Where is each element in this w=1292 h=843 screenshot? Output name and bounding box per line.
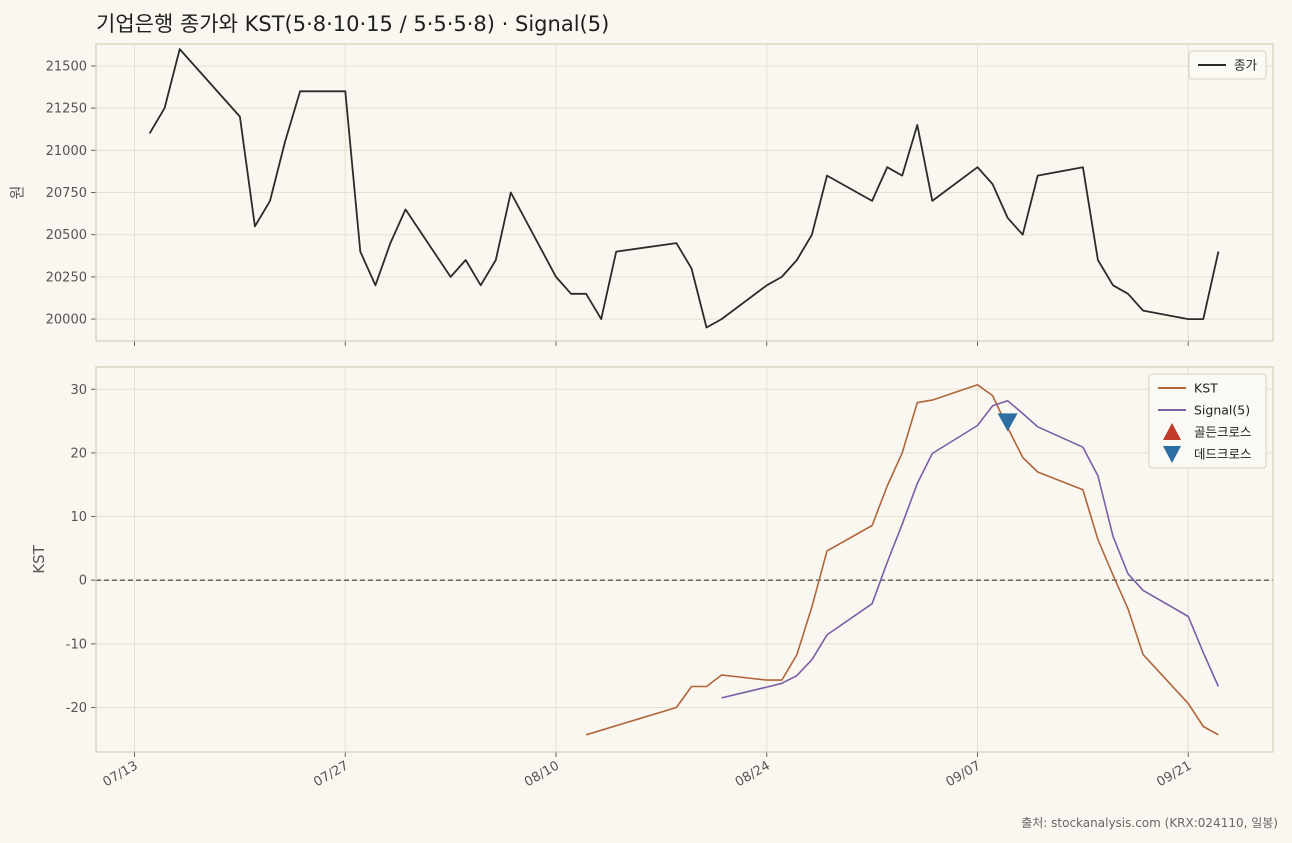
y-axis-label: 원 (8, 186, 26, 200)
legend-marker (1163, 423, 1181, 440)
y-axis-label: KST (30, 544, 48, 573)
y-tick-label: 20750 (46, 186, 87, 201)
legend-marker (1163, 446, 1181, 463)
x-tick-label: 08/10 (522, 758, 562, 790)
legend: 종가 (1188, 50, 1267, 80)
legend-label: 데드크로스 (1194, 447, 1252, 462)
y-tick-label: 20000 (46, 313, 87, 328)
chart-title: 기업은행 종가와 KST(5·8·10·15 / 5·5·5·8) · Sign… (96, 12, 610, 36)
y-tick-label: -10 (66, 637, 87, 652)
y-tick-label: 21500 (46, 59, 87, 74)
y-tick-label: 20 (70, 446, 87, 461)
y-tick-label: 21250 (46, 102, 87, 117)
y-tick-label: 10 (70, 510, 87, 525)
legend-label: KST (1194, 381, 1218, 396)
x-tick-label: 08/24 (733, 758, 773, 790)
y-tick-label: 20250 (46, 270, 87, 285)
series-line-kst (585, 384, 1219, 736)
y-tick-label: 20500 (46, 228, 87, 243)
plot-frame (95, 366, 1274, 753)
plot-frame (95, 43, 1274, 342)
legend-box (1148, 373, 1267, 469)
panel-1: 20000 20250 20500 20750 21000 21250 21500 원 종가 (8, 43, 1274, 346)
legend-label: 골든크로스 (1194, 425, 1252, 440)
legend-label: 종가 (1234, 58, 1258, 73)
x-tick-label: 09/07 (944, 758, 984, 790)
series-line-close (148, 48, 1220, 329)
legend-box (1188, 50, 1267, 80)
y-tick-label: 0 (79, 574, 87, 589)
y-tick-label: -20 (66, 701, 87, 716)
y-tick-label: 30 (70, 383, 87, 398)
x-tick-label: 07/27 (311, 758, 351, 790)
x-tick-label: 07/13 (101, 758, 141, 790)
x-tick-label: 09/21 (1154, 758, 1194, 790)
plot-area (96, 367, 1273, 752)
y-tick-label: 21000 (46, 144, 87, 159)
source-note: 출처: stockanalysis.com (KRX:024110, 일봉) (1021, 816, 1278, 830)
dead-cross-marker (997, 413, 1018, 432)
series-line-signal (721, 399, 1220, 699)
legend-label: Signal(5) (1194, 403, 1250, 418)
